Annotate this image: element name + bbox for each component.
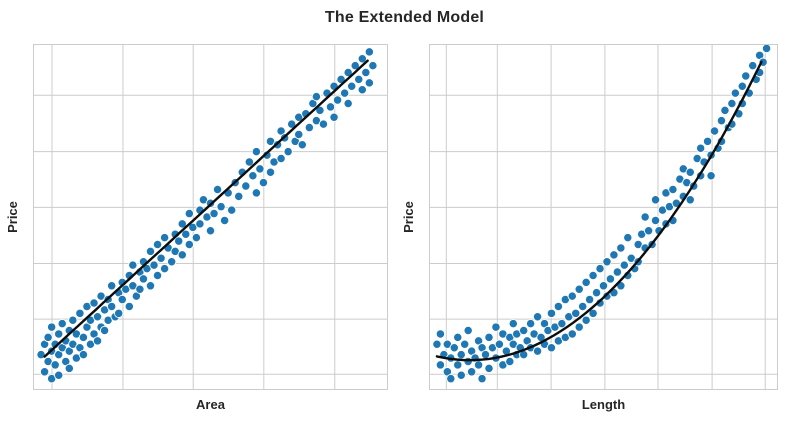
x-axis-label-length: Length bbox=[581, 397, 626, 412]
plot-canvas-length bbox=[430, 45, 777, 389]
y-axis-label-left: Price bbox=[5, 201, 20, 233]
subplot-length bbox=[429, 44, 778, 390]
chart-title: The Extended Model bbox=[324, 9, 485, 26]
subplot-area bbox=[33, 44, 388, 390]
plot-canvas-area bbox=[34, 45, 387, 389]
y-axis-label-right: Price bbox=[401, 201, 416, 233]
x-axis-label-area: Area bbox=[196, 397, 225, 412]
